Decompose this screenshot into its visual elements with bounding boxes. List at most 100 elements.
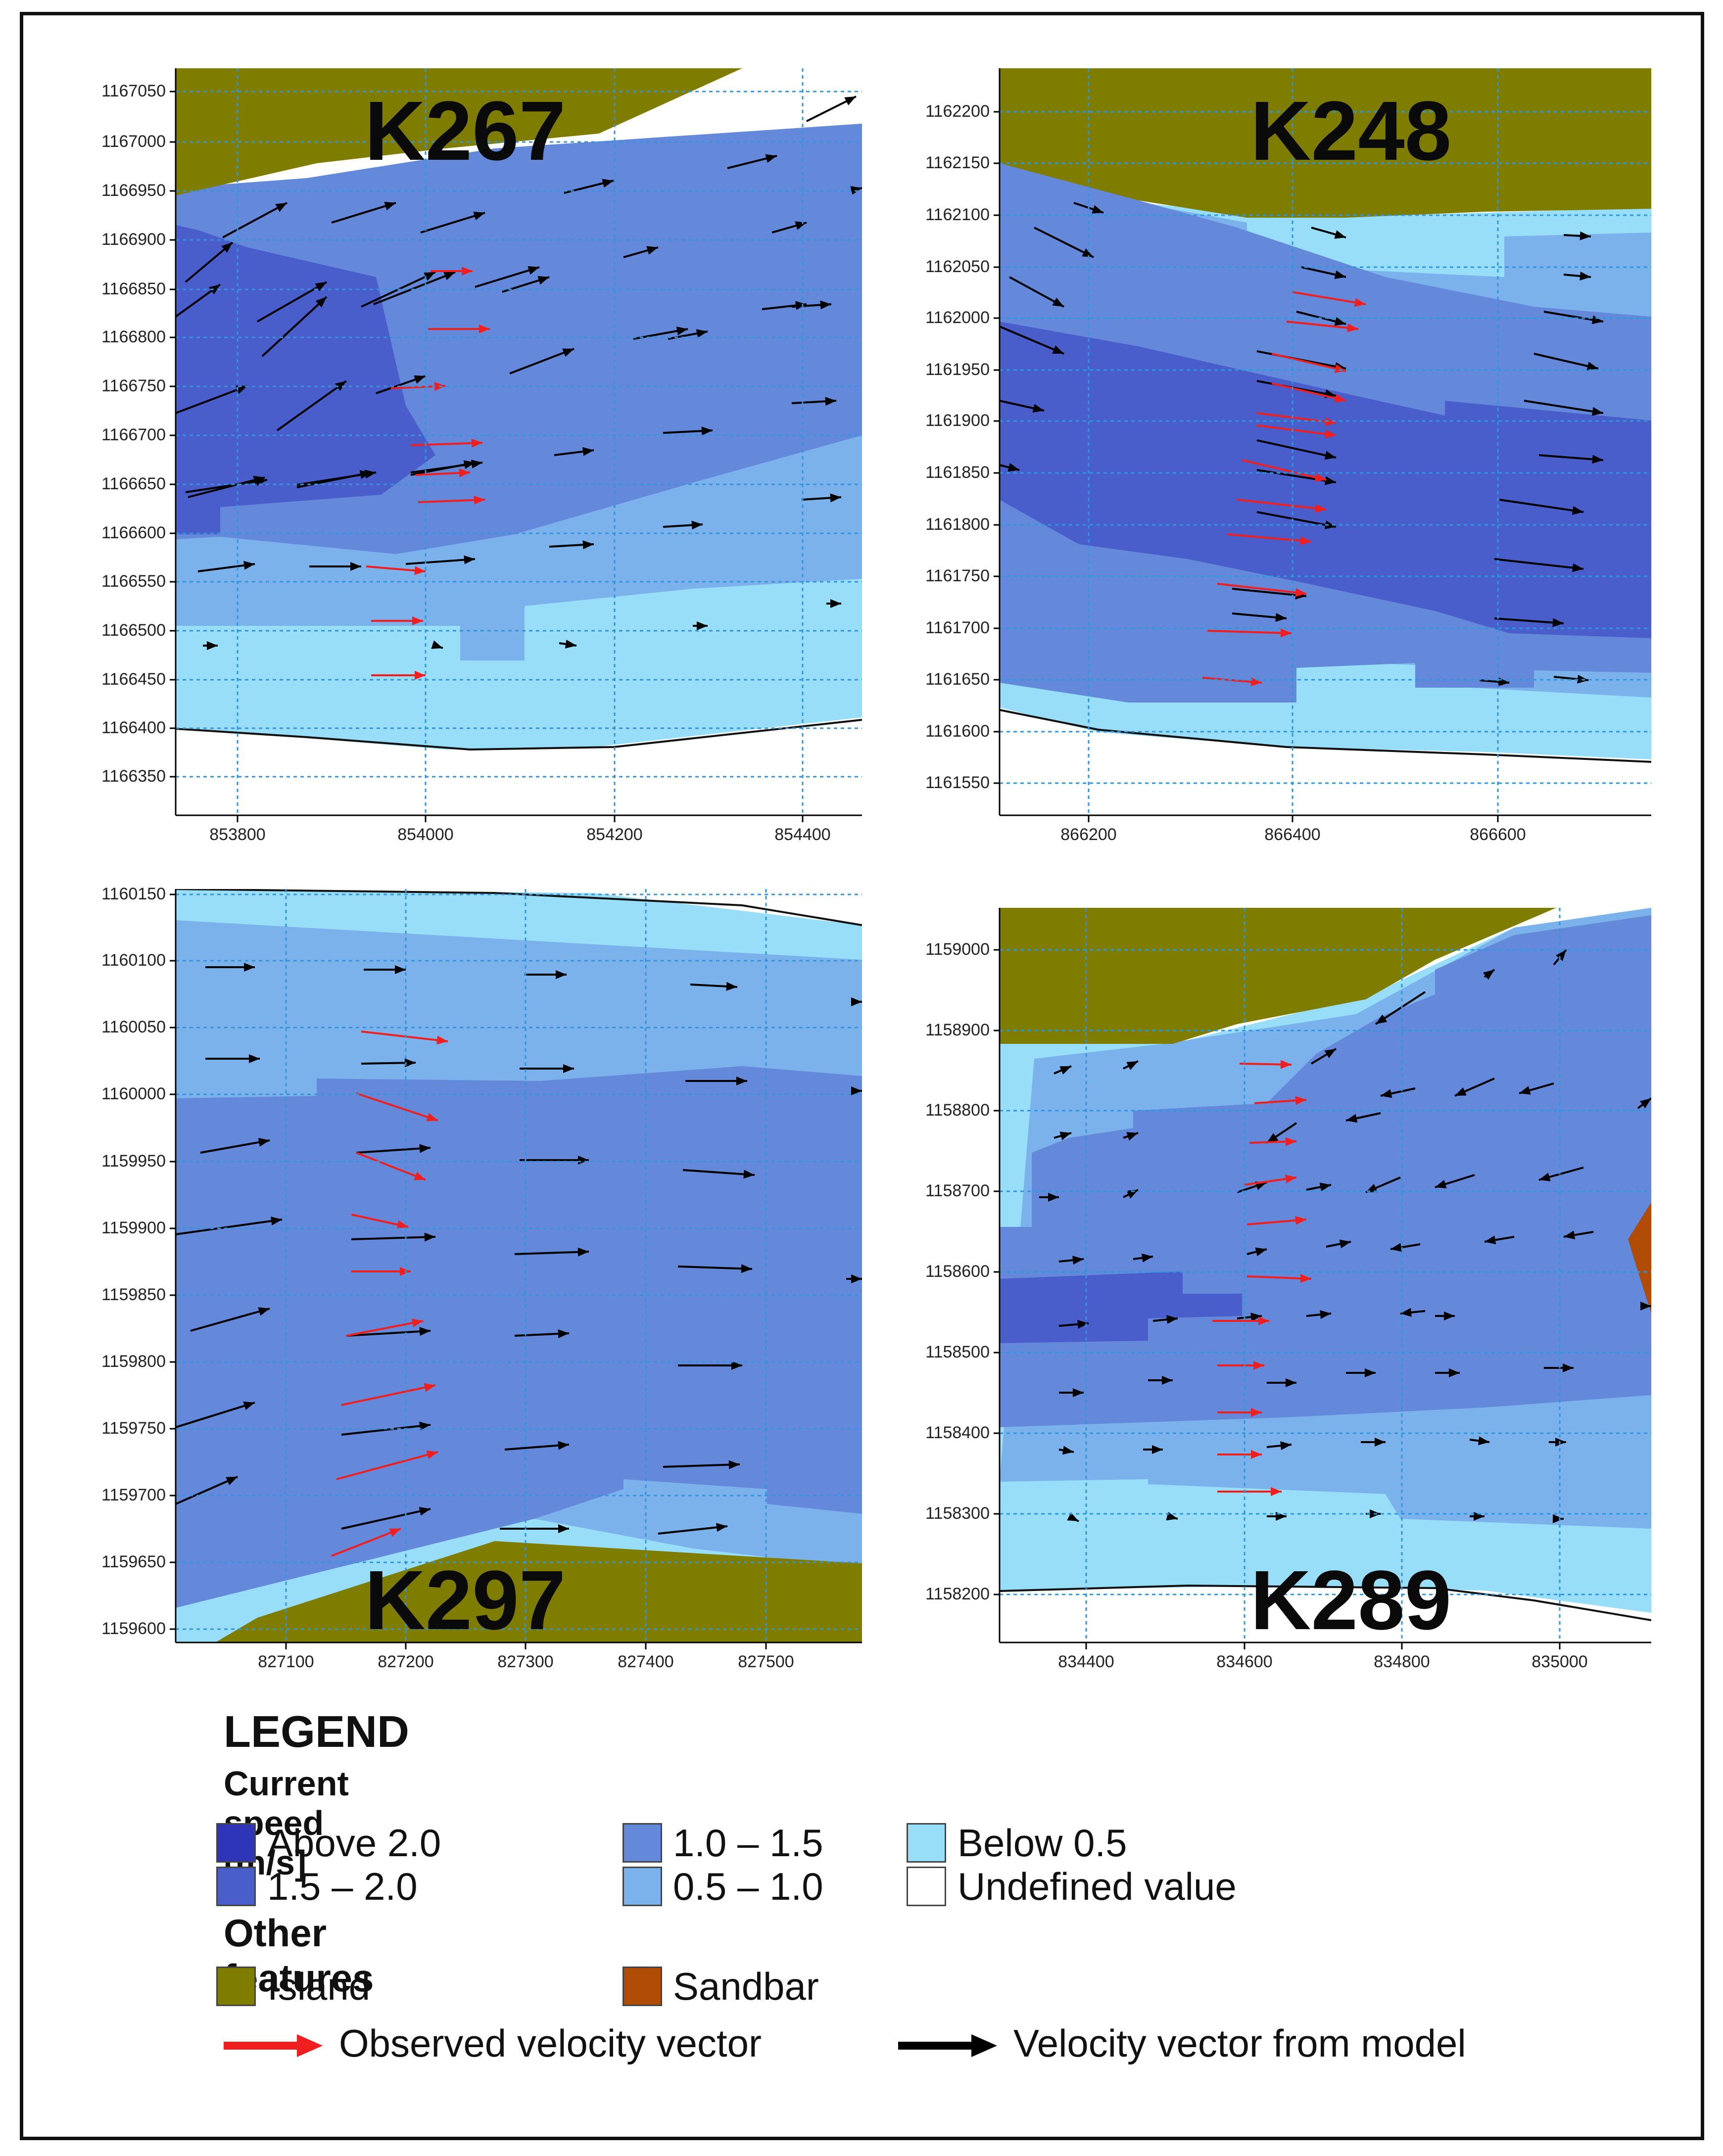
y-tick-label: 1167050: [101, 82, 166, 100]
x-tick-label: 854000: [397, 825, 454, 844]
model-vector: [682, 1169, 755, 1179]
x-tick-label: 854400: [774, 825, 831, 844]
legend-swatch-1-0-1-5: [622, 1823, 662, 1863]
model-vector: [1435, 1368, 1460, 1377]
y-tick-label: 1161800: [925, 515, 990, 534]
figure-frame: [20, 12, 1704, 2140]
model-vector: [1123, 1189, 1139, 1199]
y-tick-label: 1166850: [101, 280, 166, 298]
y-tick-label: 1160000: [101, 1084, 166, 1103]
observed-vector: [1212, 1316, 1269, 1325]
model-vector: [176, 385, 248, 414]
panel-label-k297: K297: [364, 1553, 566, 1647]
observed-vector: [346, 1318, 424, 1337]
y-tick-label: 1158500: [925, 1343, 990, 1361]
model-vector: [504, 1441, 570, 1451]
model-vector: [663, 1460, 740, 1469]
model-vector: [1266, 1122, 1297, 1144]
model-vector: [1519, 1082, 1554, 1095]
y-tick-label: 1166550: [101, 572, 166, 591]
model-vector: [1256, 511, 1337, 529]
y-tick-label: 1158700: [925, 1181, 990, 1200]
x-tick-label: 827100: [258, 1652, 314, 1671]
y-tick-label: 1166400: [101, 718, 166, 737]
model-vector: [846, 1274, 862, 1283]
model-vector: [1143, 1445, 1163, 1454]
y-tick-label: 1161750: [925, 566, 990, 585]
model-vector: [431, 640, 443, 649]
model-vector: [685, 1077, 747, 1085]
y-tick-label: 1166500: [101, 621, 166, 640]
observed-vector: [1202, 677, 1262, 687]
shoreline: [1000, 709, 1651, 763]
observed-vector: [1217, 1361, 1264, 1370]
observed-vector: [1217, 1487, 1282, 1496]
legend-label-undefined: Undefined value: [957, 1865, 1237, 1908]
model-vector: [1256, 439, 1337, 460]
model-vector: [1563, 231, 1591, 240]
legend-label-above-2: Above 2.0: [267, 1821, 441, 1865]
model-vector: [190, 1307, 270, 1332]
speed-1-0-1-5-zone: [176, 1066, 862, 1608]
model-vector: [1000, 400, 1045, 413]
model-vector: [200, 1138, 270, 1154]
observed-vector: [366, 565, 426, 575]
model-vector: [1123, 1132, 1139, 1141]
model-vector: [1454, 1078, 1495, 1097]
panel-label-k248: K248: [1250, 84, 1452, 178]
model-vector: [554, 447, 594, 456]
model-vector: [693, 621, 708, 630]
observed-vector: [371, 671, 426, 680]
y-tick-label: 1161550: [925, 773, 990, 792]
observed-vector: [1246, 1216, 1307, 1225]
island: [1000, 908, 1556, 1044]
y-tick-label: 1166450: [101, 670, 166, 689]
model-vector: [1544, 1363, 1574, 1372]
model-vector: [361, 1058, 416, 1068]
model-vector: [197, 561, 255, 572]
y-tick-label: 1166900: [101, 230, 166, 249]
model-vector: [1499, 499, 1584, 515]
model-vector: [1365, 1176, 1401, 1193]
model-vector: [1543, 311, 1604, 325]
x-tick-label: 854200: [586, 825, 643, 844]
model-vector: [405, 555, 476, 565]
y-tick-label: 1166950: [101, 181, 166, 200]
observed-vector: [1271, 353, 1346, 373]
observed-vector: [1217, 1450, 1262, 1459]
model-vector: [176, 1217, 283, 1235]
legend-label-0-5-1-0: 0.5 – 1.0: [673, 1865, 823, 1908]
model-vector: [771, 221, 807, 234]
model-vector: [1549, 1438, 1566, 1447]
x-tick-label: 827500: [738, 1652, 794, 1671]
island: [215, 1541, 862, 1642]
y-tick-label: 1159700: [101, 1486, 166, 1504]
shoreline: [176, 889, 862, 926]
map-area: [176, 68, 862, 815]
observed-vector: [1227, 533, 1312, 546]
observed-vector: [1246, 1274, 1312, 1283]
observed-vector: [415, 469, 471, 477]
model-vector: [1435, 1312, 1455, 1320]
y-tick-label: 1161600: [925, 722, 990, 741]
model-vector: [1470, 1512, 1484, 1521]
legend-swatch-1-5-2-0: [216, 1867, 256, 1906]
legend-swatch-above-2: [216, 1823, 256, 1863]
y-tick-label: 1166350: [101, 767, 166, 786]
model-vector: [1563, 1230, 1594, 1240]
model-vector: [1469, 1436, 1490, 1446]
x-tick-label: 835000: [1532, 1652, 1588, 1671]
observed-vector: [1244, 1174, 1297, 1186]
legend-label-below-0-5: Below 0.5: [957, 1821, 1127, 1865]
model-vector: [176, 1401, 255, 1428]
model-vector: [341, 1421, 431, 1436]
model-vector: [1232, 612, 1287, 622]
model-vector: [410, 460, 483, 473]
model-vector: [623, 246, 659, 258]
model-vector: [1058, 1256, 1084, 1265]
shoreline: [176, 719, 862, 751]
model-vector: [188, 475, 265, 498]
y-tick-label: 1160150: [101, 885, 166, 903]
y-tick-label: 1159600: [101, 1619, 166, 1638]
